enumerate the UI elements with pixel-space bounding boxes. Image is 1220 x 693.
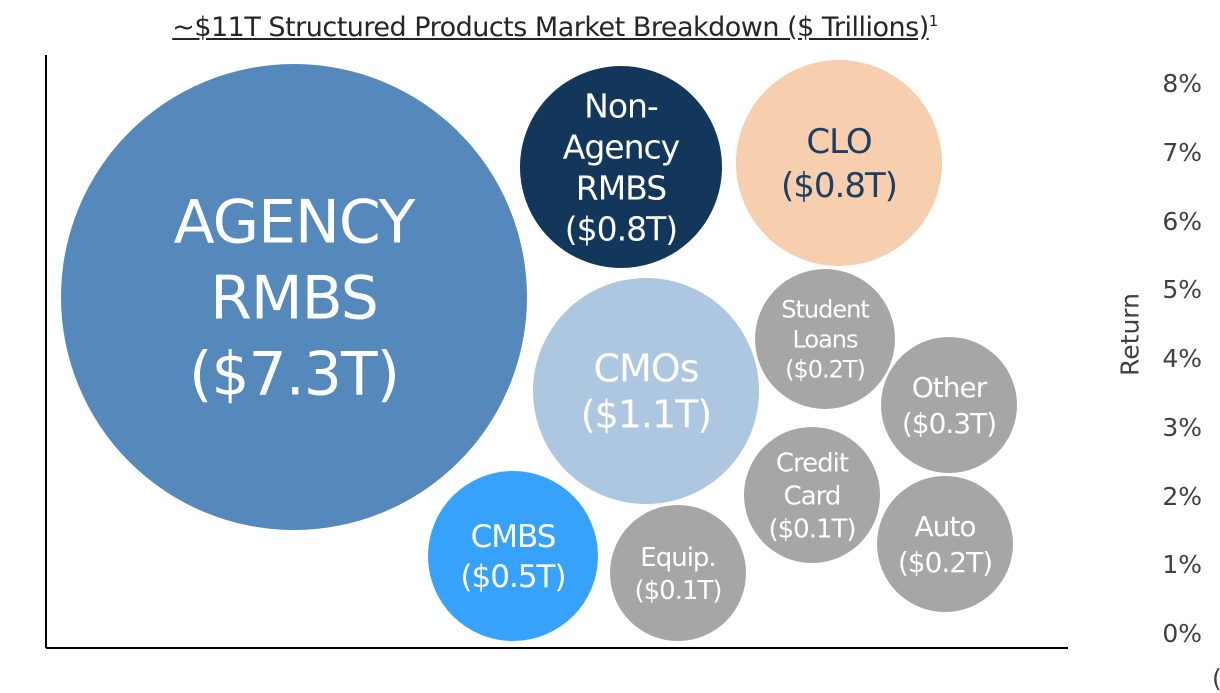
y-tick-4: 4% [1162,344,1202,373]
y-tick-3: 3% [1162,412,1202,442]
bubble-label-student-loans: Loans [792,326,858,354]
y-tick-6: 6% [1162,206,1202,236]
bubble-circle-auto [877,476,1013,612]
bubble-label-auto: ($0.2T) [898,546,992,579]
bubble-label-agency: ($7.3T) [189,340,399,410]
bubble-label-auto: Auto [914,510,975,543]
bubble-clo: CLO($0.8T) [736,60,942,266]
bubble-label-other: ($0.3T) [902,407,996,440]
bubble-cmos: CMOs($1.1T) [533,278,759,504]
bubble-label-cmos: ($1.1T) [581,393,711,437]
y-tick-8: 8% [1162,69,1202,98]
bubble-circle-student-loans [755,269,895,409]
bubble-label-non-agency: RMBS [576,168,666,207]
bubble-label-cmos: CMOs [593,347,698,391]
y-tick-5: 5% [1162,275,1202,305]
bubble-circle-agency [61,64,527,530]
bubble-label-equip: ($0.1T) [634,576,721,606]
bubble-other: Other($0.3T) [881,337,1017,473]
bubble-label-credit-card: ($0.1T) [768,514,855,544]
bubble-auto: Auto($0.2T) [877,476,1013,612]
bubble-label-clo: ($0.8T) [781,166,897,206]
bubble-circle-cmos [533,278,759,504]
bubble-label-equip: Equip. [640,543,715,573]
bubble-label-agency: RMBS [210,264,378,334]
bubble-circle-cmbs [428,471,598,641]
bubble-label-non-agency: ($0.8T) [565,209,677,248]
y-tick-2: 2% [1162,481,1202,511]
bubble-circle-other [881,337,1017,473]
bubble-label-clo: CLO [806,122,871,162]
y-tick-7: 7% [1162,137,1202,167]
bubble-label-student-loans: Student [781,296,869,324]
bubble-label-credit-card: Card [784,481,841,511]
y-axis-label: Return [1115,293,1145,376]
bubble-equip: Equip.($0.1T) [610,505,746,641]
chart-title: ~$11T Structured Products Market Breakdo… [0,12,1110,43]
bubble-label-student-loans: ($0.2T) [785,356,865,384]
bubble-label-other: Other [912,371,988,404]
bubble-label-cmbs: CMBS [471,519,556,555]
trailing-text: ( [1212,664,1220,693]
bubble-label-non-agency: Agency [563,127,680,166]
bubble-circle-credit-card [744,427,880,563]
title-text: ~$11T Structured Products Market Breakdo… [172,12,929,43]
bubble-label-agency: AGENCY [174,188,416,258]
bubble-circle-clo [736,60,942,266]
title-footnote: 1 [928,12,939,30]
y-tick-0: 0% [1162,619,1202,648]
bubble-circle-equip [610,505,746,641]
y-tick-1: 1% [1162,550,1202,580]
bubble-label-credit-card: Credit [776,448,849,478]
bubble-label-cmbs: ($0.5T) [460,559,565,595]
bubble-label-non-agency: Non- [584,86,658,125]
bubble-circle-non-agency [520,66,722,268]
bubble-cmbs: CMBS ($0.5T) [428,471,598,641]
